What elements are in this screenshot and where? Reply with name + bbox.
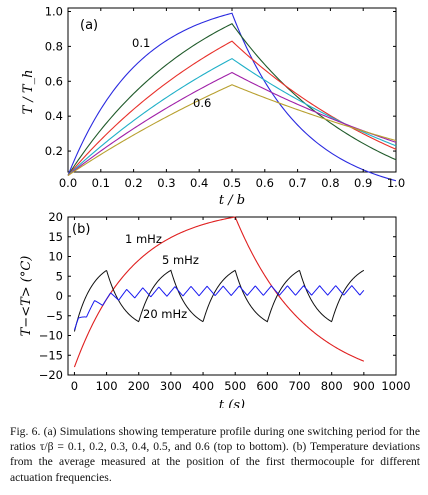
x-tick-label: 300	[160, 379, 182, 393]
curve-ratio-0.2	[67, 22, 397, 176]
x-tick-label: 0.1	[92, 176, 110, 190]
panel-a-y-ticks: 0.2 0.4 0.6 0.8 1.0	[45, 4, 396, 158]
panel-b-y-ticks: −20 −15 −10 −5 0 5 10 15 20	[39, 210, 396, 382]
x-tick-label: 1.0	[387, 176, 405, 190]
y-tick-label: 0.2	[45, 144, 63, 158]
panel-b: 0 100 200 300 400 500 600 700 800 900 1000 −20−15−…	[19, 210, 411, 408]
x-tick-label: 0.8	[321, 176, 339, 190]
x-tick-label: 200	[128, 379, 150, 393]
y-tick-label: −10	[39, 329, 63, 343]
x-tick-label: 1000	[381, 379, 410, 393]
ratio-label-0.6: 0.6	[193, 96, 211, 110]
x-tick-label: 0.6	[256, 176, 274, 190]
x-tick-label: 0.5	[223, 176, 241, 190]
series-label-5mhz: 5 mHz	[162, 253, 199, 267]
y-tick-label: −5	[46, 309, 63, 323]
curve-ratio-0.1	[67, 12, 397, 182]
y-tick-label: 15	[48, 230, 63, 244]
curve-1mhz	[73, 216, 365, 368]
panel-b-frame	[67, 216, 397, 376]
x-tick-label: 100	[96, 379, 118, 393]
series-label-1mhz: 1 mHz	[125, 232, 162, 246]
x-tick-label: 0.7	[288, 176, 306, 190]
x-tick-label: 600	[256, 379, 278, 393]
panel-b-label: (b)	[72, 222, 90, 237]
panel-a-label: (a)	[80, 18, 98, 33]
series-label-20mhz: 20 mHz	[143, 307, 187, 321]
curve-5mhz	[73, 269, 365, 332]
y-tick-label: 20	[48, 210, 63, 224]
curve-20mhz	[73, 285, 365, 331]
figure-caption: Fig. 6. (a) Simulations showing temperat…	[10, 425, 420, 484]
y-tick-label: 0	[56, 289, 63, 303]
panel-a-frame	[67, 7, 397, 173]
x-tick-label: 900	[353, 379, 375, 393]
y-tick-label: 0.8	[45, 39, 63, 53]
panel-a-curves	[67, 12, 397, 182]
panel-a-y-label: T / T_h	[21, 70, 36, 115]
y-tick-label: 1.0	[45, 4, 63, 18]
x-tick-label: 0	[71, 379, 78, 393]
x-tick-label: 500	[224, 379, 246, 393]
x-tick-label: 0.4	[190, 176, 208, 190]
panel-b-curves	[73, 216, 365, 368]
y-tick-label: 5	[56, 269, 63, 283]
panel-a: 0.0 0.1 0.2 0.3 0.4 0.5 0.6 0.7 0.8 0.9 1.0 0.2 0.4…	[21, 4, 405, 208]
curve-ratio-0.5	[67, 71, 397, 176]
y-tick-label: 0.6	[45, 74, 63, 88]
y-tick-label: −20	[39, 368, 63, 382]
x-tick-label: 400	[192, 379, 214, 393]
x-tick-label: 0.9	[354, 176, 372, 190]
y-tick-label: −15	[39, 348, 63, 362]
panel-b-x-label: t (s)	[219, 398, 245, 408]
panel-b-y-label: T−<T> (°C)	[19, 256, 34, 337]
curve-ratio-0.6	[67, 84, 397, 176]
x-tick-label: 0.3	[157, 176, 175, 190]
y-tick-label: 10	[48, 250, 63, 264]
curve-ratio-0.3	[67, 40, 397, 176]
x-tick-label: 0.0	[59, 176, 77, 190]
curve-ratio-0.4	[67, 57, 397, 176]
ratio-label-0.1: 0.1	[132, 36, 150, 50]
y-tick-label: 0.4	[45, 109, 63, 123]
figure: 0.0 0.1 0.2 0.3 0.4 0.5 0.6 0.7 0.8 0.9 1.0 0.2 0.4…	[19, 4, 411, 408]
x-tick-label: 0.2	[124, 176, 142, 190]
panel-b-x-ticks: 0 100 200 300 400 500 600 700 800 900 1000	[71, 217, 411, 393]
x-tick-label: 700	[289, 379, 311, 393]
panel-a-x-label: t / b	[219, 193, 245, 208]
x-tick-label: 800	[321, 379, 343, 393]
panel-a-x-ticks: 0.0 0.1 0.2 0.3 0.4 0.5 0.6 0.7 0.8 0.9 1.0	[59, 8, 405, 190]
